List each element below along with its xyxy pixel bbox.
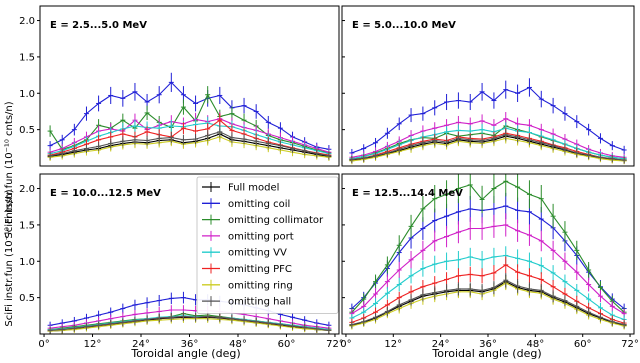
x-tick-label: 36° <box>479 339 497 350</box>
legend-label: omitting VV <box>228 248 287 259</box>
series-line <box>351 205 625 309</box>
x-tick-label: 48° <box>526 339 544 350</box>
y-axis-label-bottom: SciFi instr.fun (10⁻¹⁰ cnts/n) <box>4 189 15 326</box>
x-tick-label: 60° <box>278 339 296 350</box>
axes-frame <box>39 5 340 167</box>
legend-label: omitting ring <box>228 280 293 291</box>
x-tick-label: 0° <box>340 339 351 350</box>
legend-label: omitting coil <box>228 199 290 210</box>
y-tick-label: 1.5 <box>19 52 35 63</box>
series-line <box>351 86 625 154</box>
panel-title: E = 12.5...14.4 MeV <box>352 188 463 199</box>
panel-3: 0.5 1.0 1.5 2.0 0° 12° 24° 36° 48° 60° 72° E = 10.0… <box>19 173 344 350</box>
legend-label: omitting collimator <box>228 215 324 226</box>
panel-1: 0.5 1.0 1.5 2.0 E = 2.5...5.0 MeV <box>19 5 340 167</box>
series-line <box>351 224 625 315</box>
series-omitting-vv <box>349 246 627 324</box>
plot-area <box>47 72 332 161</box>
x-tick-label: 48° <box>229 339 247 350</box>
panel-title: E = 2.5...5.0 MeV <box>50 20 147 31</box>
legend-box <box>196 176 339 314</box>
series-omitting-coil <box>349 78 627 157</box>
series-line <box>351 254 625 321</box>
plot-area <box>349 174 627 330</box>
panel-2: E = 5.0...10.0 MeV <box>341 5 635 167</box>
x-axis-label-left: Toroidal angle (deg) <box>130 347 240 360</box>
series-line <box>49 81 329 150</box>
series-line <box>351 127 625 160</box>
series-omitting-hall <box>47 126 332 160</box>
series-line <box>49 118 330 153</box>
legend-label: omitting port <box>228 231 294 242</box>
legend-label: omitting PFC <box>228 264 292 275</box>
plot-area <box>349 78 627 165</box>
x-tick-label: 36° <box>181 339 199 350</box>
x-axis-label-right: Toroidal angle (deg) <box>431 347 541 360</box>
panels: 0.5 1.0 1.5 2.0 E = 2.5...5.0 MeV E = 5.0...1… <box>19 5 639 350</box>
x-tick-label: 24° <box>132 339 150 350</box>
x-tick-label: 60° <box>574 339 592 350</box>
y-tick-label: 0.5 <box>19 125 35 136</box>
panel-title: E = 5.0...10.0 MeV <box>352 20 456 31</box>
y-tick-label: 1.0 <box>19 257 35 268</box>
y-tick-label: 1.0 <box>19 89 35 100</box>
series-omitting-hall <box>47 312 332 334</box>
x-tick-label: 12° <box>384 339 402 350</box>
x-tick-label: 12° <box>84 339 102 350</box>
y-tick-label: 2.0 <box>19 184 35 195</box>
panel-title: E = 10.0...12.5 MeV <box>50 188 161 199</box>
series-omitting-collimator <box>349 174 627 317</box>
legend-label: Full model <box>228 183 279 194</box>
x-tick-label: 0° <box>38 339 49 350</box>
axes-frame <box>341 5 635 167</box>
series-line <box>351 264 625 324</box>
y-tick-label: 0.5 <box>19 293 35 304</box>
x-tick-label: 72° <box>326 339 344 350</box>
series-omitting-hall <box>349 129 627 164</box>
legend-label: omitting hall <box>228 297 291 308</box>
y-axis-label-top: SciFi instr.fun (10⁻¹⁰ cnts/n) <box>4 101 15 238</box>
series-line <box>351 132 625 161</box>
series-line <box>351 282 625 327</box>
legend: Full model omitting coil omitting collimat… <box>196 176 339 314</box>
x-tick-label: 24° <box>432 339 450 350</box>
y-tick-label: 1.5 <box>19 220 35 231</box>
series-omitting-hall <box>349 272 627 329</box>
series-line <box>351 279 625 326</box>
series-line <box>351 180 625 313</box>
series-line <box>351 280 625 326</box>
x-tick-label: 72° <box>621 339 639 350</box>
y-tick-label: 2.0 <box>19 16 35 27</box>
series-line <box>351 118 625 158</box>
panel-4: 0° 12° 24° 36° 48° 60° 72° E = 12.5...14.4 MeV <box>340 173 639 350</box>
